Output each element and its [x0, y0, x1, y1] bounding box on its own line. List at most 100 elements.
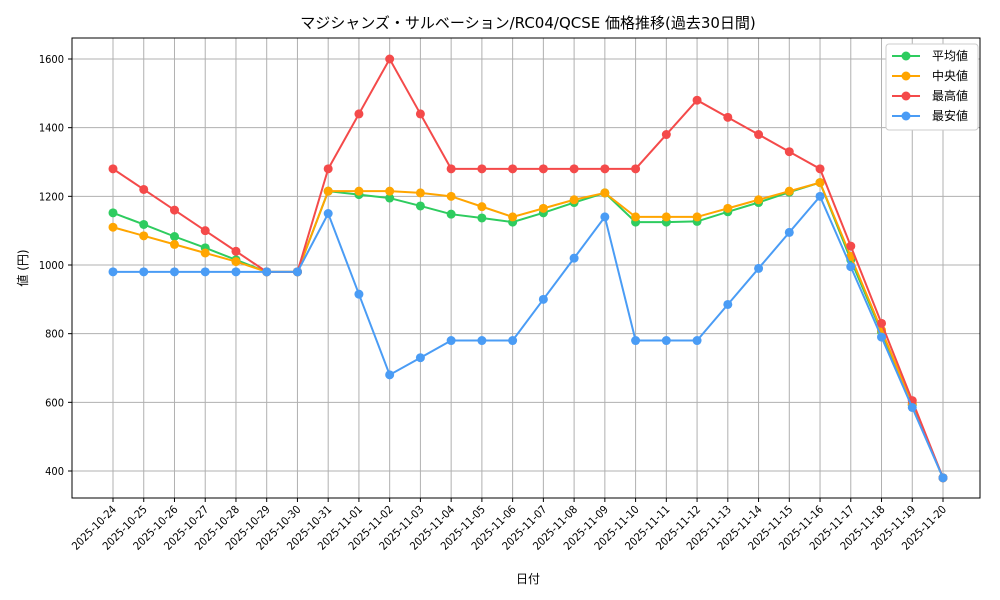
data-point [569, 195, 579, 205]
data-point [815, 191, 825, 201]
legend-label: 平均値 [932, 48, 968, 63]
data-point [139, 184, 149, 194]
data-point [723, 203, 733, 213]
data-point [108, 222, 118, 232]
data-point [692, 212, 702, 222]
data-point [446, 164, 456, 174]
y-tick-label: 1200 [39, 190, 64, 203]
data-point [815, 164, 825, 174]
data-point [692, 336, 702, 346]
legend-marker-icon [901, 51, 911, 61]
series-line [108, 178, 948, 483]
y-axis-label: 値 (円) [15, 249, 30, 286]
legend-marker-icon [901, 71, 911, 81]
y-tick-label: 800 [45, 328, 64, 341]
series-line [108, 178, 948, 483]
data-point [784, 186, 794, 196]
data-point [600, 164, 610, 174]
data-series [108, 54, 948, 483]
y-tick-label: 1400 [39, 122, 64, 135]
y-axis-ticks: 400 600 800 1000 1200 1400 1600 [39, 53, 72, 478]
data-point [508, 336, 518, 346]
data-point [600, 212, 610, 222]
data-point [231, 267, 241, 277]
data-point [661, 212, 671, 222]
data-point [169, 232, 179, 242]
data-point [385, 186, 395, 196]
plot-area-frame [71, 37, 981, 499]
data-point [446, 209, 456, 219]
data-point [108, 208, 118, 218]
x-axis-ticks: 2025-10-242025-10-252025-10-262025-10-27… [69, 498, 949, 553]
data-point [323, 209, 333, 218]
data-point [877, 318, 887, 328]
data-point [354, 186, 364, 196]
data-point [231, 257, 241, 267]
y-tick-label: 400 [45, 465, 64, 478]
data-point [723, 299, 733, 309]
data-point [754, 195, 764, 205]
legend-marker-icon [901, 111, 911, 121]
data-point [692, 95, 702, 105]
data-point [631, 336, 641, 346]
y-tick-label: 600 [45, 396, 64, 409]
data-point [877, 332, 887, 342]
data-point [938, 473, 948, 483]
data-point [477, 202, 487, 212]
data-point [446, 191, 456, 201]
data-point [292, 267, 302, 277]
legend-label: 中央値 [932, 68, 968, 83]
data-point [385, 54, 395, 64]
data-point [446, 336, 456, 346]
series-line [108, 191, 948, 483]
data-point [846, 241, 856, 251]
data-point [907, 402, 917, 412]
data-point [538, 294, 548, 304]
data-point [754, 263, 764, 273]
legend-label: 最安値 [932, 108, 968, 123]
data-point [354, 109, 364, 119]
data-point [508, 212, 518, 222]
data-point [477, 336, 487, 346]
data-point [723, 112, 733, 122]
data-point [200, 226, 210, 236]
data-point [415, 201, 425, 211]
data-point [385, 193, 395, 203]
data-point [661, 336, 671, 346]
data-point [754, 130, 764, 140]
data-point [323, 164, 333, 174]
data-point [508, 164, 518, 174]
data-point [569, 164, 579, 174]
grid-lines [72, 38, 980, 498]
data-point [477, 213, 487, 223]
data-point [139, 219, 149, 229]
legend-label: 最高値 [932, 88, 968, 103]
y-tick-label: 1600 [39, 53, 64, 66]
data-point [139, 267, 149, 277]
data-point [784, 227, 794, 237]
data-point [661, 130, 671, 140]
legend-marker-icon [901, 91, 911, 101]
y-tick-label: 1000 [39, 259, 64, 272]
data-point [169, 205, 179, 215]
data-point [262, 267, 272, 277]
data-point [477, 164, 487, 174]
data-point [231, 246, 241, 256]
data-point [538, 203, 548, 213]
data-point [784, 147, 794, 157]
data-point [108, 267, 118, 277]
data-point [323, 186, 333, 196]
data-point [200, 267, 210, 277]
data-point [415, 109, 425, 119]
data-point [415, 353, 425, 363]
data-point [169, 239, 179, 249]
data-point [139, 231, 149, 241]
data-point [108, 164, 118, 174]
data-point [200, 248, 210, 258]
data-point [846, 262, 856, 272]
data-point [538, 164, 548, 174]
data-point [354, 289, 364, 299]
chart-title: マジシャンズ・サルベーション/RC04/QCSE 価格推移(過去30日間) [300, 14, 756, 32]
